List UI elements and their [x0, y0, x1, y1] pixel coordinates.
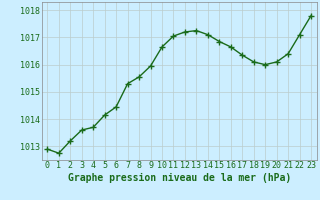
X-axis label: Graphe pression niveau de la mer (hPa): Graphe pression niveau de la mer (hPa): [68, 173, 291, 183]
